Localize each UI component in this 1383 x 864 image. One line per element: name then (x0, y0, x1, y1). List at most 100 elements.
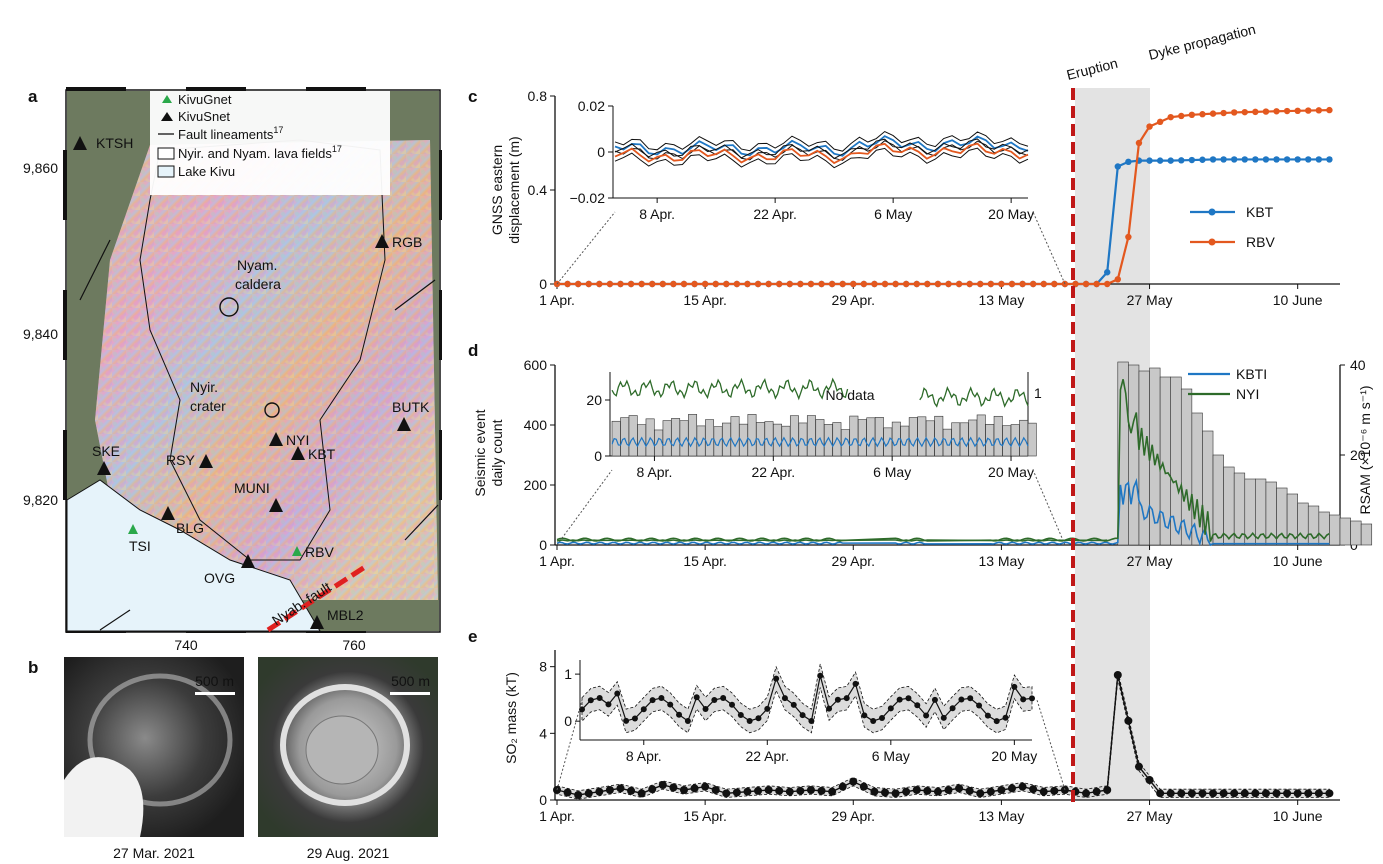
series-kbt-point (1188, 156, 1196, 164)
inset-so2-point (631, 715, 638, 722)
chart-e-so2: 1 Apr. 15 Apr. 29 Apr. 13 May 27 May 10 June 0… (539, 650, 1340, 824)
x-tick-label: 1 Apr. (539, 553, 575, 569)
so2-line (556, 674, 1330, 796)
series-rbv-point (1283, 107, 1291, 115)
dyke-label: Dyke propagation (1147, 21, 1257, 63)
series-rbv-point (1051, 280, 1058, 288)
so2-point (1156, 789, 1165, 798)
y-tick-label: 0 (539, 792, 547, 808)
legend-lake: Lake Kivu (178, 164, 235, 179)
panel-label-c: c (468, 87, 477, 106)
x-tick-label: 13 May (978, 292, 1024, 308)
scale-label: 500 m (195, 673, 234, 689)
inset-error-bound (614, 147, 1029, 169)
so2-point (1251, 789, 1260, 798)
inset-so2-point (852, 680, 859, 687)
series-rbv-point (701, 280, 709, 288)
so2-point (1240, 789, 1249, 798)
series-rbv-point (828, 280, 836, 288)
inset-so2-point (623, 717, 630, 724)
y-tick-label: 0.8 (528, 88, 548, 104)
series-rbv-point (1252, 108, 1259, 116)
so2-point (1039, 787, 1048, 796)
series-rbv-point (1315, 107, 1323, 114)
zoom-connector (556, 211, 616, 285)
bar (1339, 517, 1351, 546)
legend-kivugnet: KivuGnet (178, 92, 232, 107)
so2-point (986, 787, 995, 796)
series-rbv-point (691, 280, 698, 288)
inset-kbti-line (611, 436, 1029, 448)
x-tick-label: 29 Apr. (831, 292, 875, 308)
zoom-connector (1032, 469, 1066, 546)
series-rbv-point (1104, 280, 1111, 288)
scale-label: 500 m (391, 673, 430, 689)
station-rsy-icon (199, 454, 213, 468)
series-rbv-point (955, 280, 963, 288)
legend-marker (1208, 238, 1216, 246)
inset-x-tick-label: 22 Apr. (753, 206, 797, 222)
inset-bar (976, 414, 986, 457)
so2-point (648, 785, 657, 794)
series-rbv-point (998, 280, 1005, 288)
inset-bar (874, 417, 884, 457)
series-rbv-point (1262, 108, 1270, 115)
inset-x-tick-label: 20 May (991, 748, 1037, 764)
x-tick-label: 10 June (1273, 553, 1323, 569)
so2-point (584, 789, 593, 798)
station-ske-icon (97, 461, 111, 475)
y-tick-label: 8 (539, 659, 547, 675)
inset-bar (823, 424, 833, 457)
inset-x-tick-label: 6 May (873, 464, 911, 480)
y-tick-label: 4 (539, 725, 547, 741)
series-rbv-point (680, 280, 688, 288)
so2-point (690, 784, 699, 793)
scale-bar (390, 692, 430, 695)
inset-error-bound (614, 138, 1029, 160)
inset-bar (637, 424, 647, 457)
so2-point (574, 791, 583, 799)
series-rbv-point (860, 280, 868, 288)
series-rbv-point (945, 280, 952, 288)
bar (1307, 505, 1320, 546)
inset-y-tick-label: 0 (597, 144, 605, 160)
inset-so2-point (693, 694, 700, 701)
so2-point (997, 786, 1006, 794)
so2-point (605, 786, 614, 794)
lake-kivu (66, 479, 321, 632)
zoom-connector (1036, 699, 1066, 791)
station-rbv-icon (292, 546, 302, 556)
so2-point (1018, 782, 1027, 791)
inset-so2-point (711, 696, 718, 703)
so2-point (669, 783, 678, 792)
bar (1212, 454, 1224, 546)
station-label: OVG (204, 570, 235, 586)
x-tick-label: 29 Apr. (831, 808, 875, 824)
photo-date: 29 Aug. 2021 (307, 845, 390, 861)
inset-so2-point (720, 695, 727, 702)
series-rbv-point (1093, 280, 1100, 288)
series-kbt-point (1283, 156, 1291, 163)
station-label: NYI (286, 432, 309, 448)
so2-point (711, 786, 720, 794)
inset-bar (662, 420, 672, 457)
place-nyam: Nyam. (237, 257, 277, 273)
station-markers: KTSH RGB NYI BUTK SKE RSY KBT MUNI BLG TSI OVG RBV M… (73, 135, 430, 629)
fault-lineament (79, 239, 111, 301)
series-rbv-point (966, 280, 973, 288)
inset-bar (705, 419, 715, 457)
so2-point (976, 789, 985, 798)
series-rbv-point (1146, 123, 1153, 130)
fault-lineament (99, 609, 131, 631)
inset-so2-point (596, 694, 603, 701)
inset-so2-point (958, 696, 965, 703)
inset-so2-point (737, 711, 744, 718)
station-butk-icon (397, 417, 411, 431)
series-rbv-point (617, 280, 624, 288)
inset-so2-point (896, 696, 903, 703)
so2-point (859, 782, 868, 791)
station-label: KTSH (96, 135, 133, 151)
inset-so2-point (861, 712, 868, 719)
series-rbv-point (818, 280, 825, 288)
so2-point (817, 786, 826, 795)
